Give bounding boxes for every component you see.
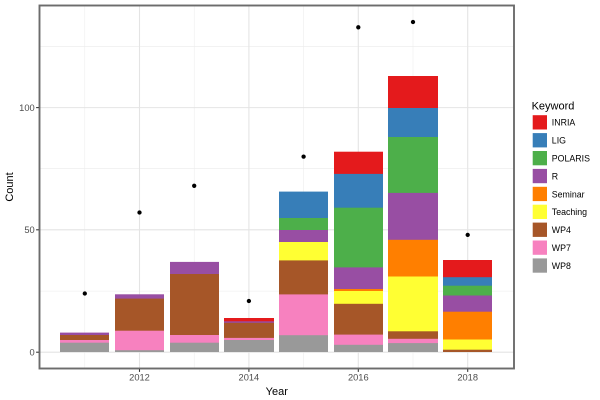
svg-text:Year: Year: [266, 386, 289, 398]
svg-text:2016: 2016: [348, 372, 369, 382]
svg-text:100: 100: [19, 103, 35, 113]
svg-text:LIG: LIG: [552, 136, 566, 146]
svg-text:Keyword: Keyword: [532, 101, 575, 113]
svg-text:0: 0: [30, 348, 35, 358]
svg-text:Seminar: Seminar: [552, 189, 585, 199]
svg-text:50: 50: [24, 225, 34, 235]
svg-text:R: R: [552, 171, 558, 181]
svg-text:WP8: WP8: [552, 261, 571, 271]
svg-text:INRIA: INRIA: [552, 118, 576, 128]
svg-text:WP4: WP4: [552, 225, 571, 235]
svg-text:WP7: WP7: [552, 243, 571, 253]
svg-text:2014: 2014: [239, 372, 260, 382]
svg-text:Teaching: Teaching: [552, 207, 587, 217]
svg-text:Count: Count: [4, 172, 16, 201]
svg-text:2012: 2012: [129, 372, 150, 382]
svg-text:POLARIS: POLARIS: [552, 154, 590, 164]
svg-text:2018: 2018: [457, 372, 478, 382]
